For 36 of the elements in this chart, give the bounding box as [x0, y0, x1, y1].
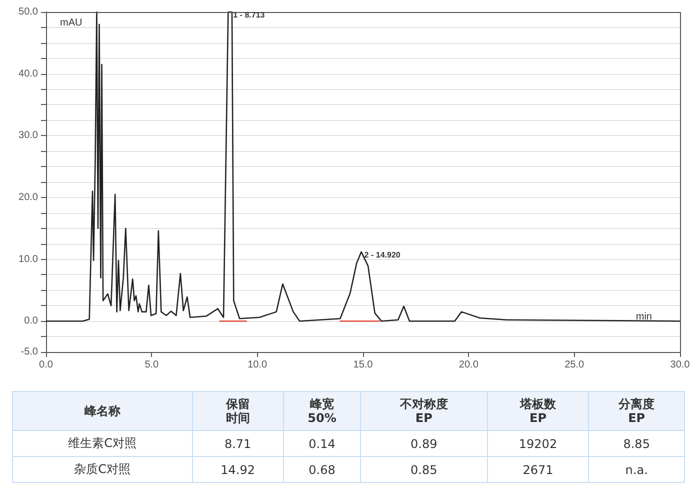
category-label: 不对称度 EP — [398, 397, 449, 425]
y-tick-label: 50.0 — [18, 6, 38, 18]
x-tick-label: 30.0 — [670, 360, 690, 370]
x-axis-title: min — [636, 312, 652, 322]
y-tick-label: 0.0 — [24, 316, 38, 327]
y-axis-title: mAU — [60, 18, 82, 28]
text: 0.85 — [410, 462, 438, 476]
x-tick-label: 10.0 — [248, 360, 268, 370]
category-label: 峰宽 50% — [306, 397, 338, 425]
category-label: 塔板数 EP — [518, 397, 557, 425]
y-tick-label: 10.0 — [18, 254, 38, 265]
text: 8.71 — [224, 436, 252, 450]
text: n.a. — [625, 462, 648, 476]
x-tick-label: 20.0 — [458, 360, 479, 370]
category-label: 维生素C对照 — [68, 436, 136, 450]
category-label: 杂质C对照 — [74, 462, 130, 476]
text: 2671 — [522, 462, 554, 476]
text: 8.85 — [623, 436, 650, 450]
text: 19202 — [518, 436, 558, 450]
category-label: 分离度 EP — [617, 397, 656, 425]
y-tick-label: 40.0 — [18, 68, 38, 80]
text: 0.68 — [308, 462, 336, 476]
text: 14.92 — [220, 462, 255, 476]
text: 0.14 — [308, 436, 336, 450]
y-tick-label: -5.0 — [20, 346, 38, 358]
category-label: 保留时间 — [224, 397, 251, 425]
x-tick-label: 25.0 — [564, 360, 584, 370]
x-tick-label: 5.0 — [144, 360, 160, 370]
y-tick-label: 20.0 — [18, 192, 38, 203]
x-tick-label: 15.0 — [353, 360, 374, 370]
x-tick-label: 0.0 — [39, 360, 54, 370]
annotation: 2 - 14.920 — [364, 250, 401, 260]
y-tick-label: 30.0 — [18, 130, 38, 142]
annotation: 1 - 8.713 — [233, 10, 266, 20]
text: 0.89 — [410, 436, 438, 450]
text: 峰名称 — [12, 392, 192, 430]
